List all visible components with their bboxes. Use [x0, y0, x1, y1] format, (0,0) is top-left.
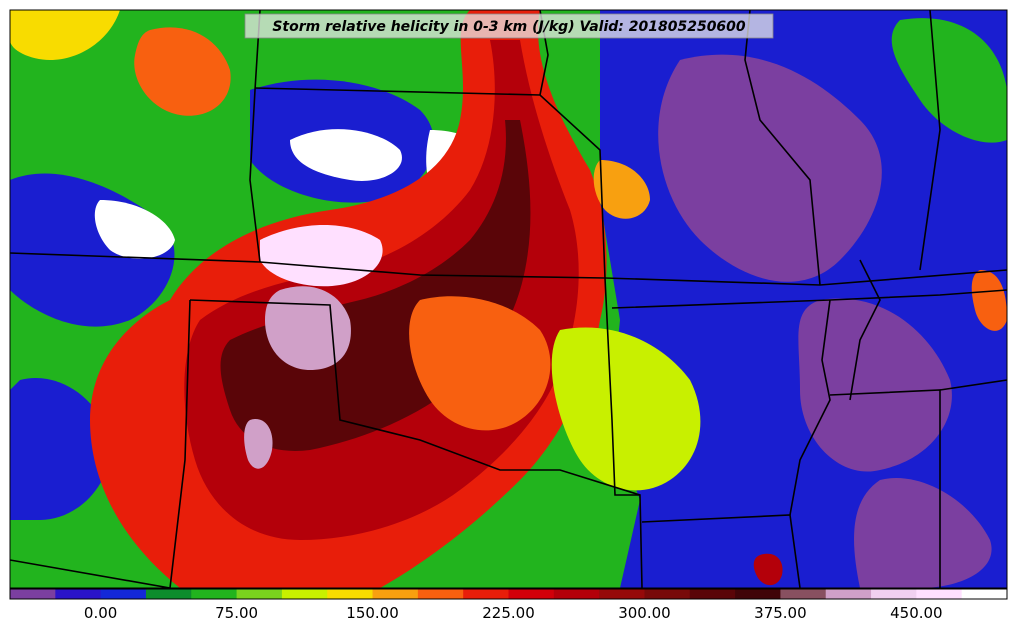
colorbar-frame [9, 588, 1008, 600]
colorbar-tick-label: 75.00 [215, 604, 258, 622]
colorbar-segment [735, 589, 781, 599]
state-boundaries [10, 10, 1007, 588]
colorbar-tick-label: 300.00 [618, 604, 671, 622]
colorbar-tick-label: 375.00 [754, 604, 807, 622]
colorbar-segment [372, 589, 419, 599]
colorbar-segment [417, 589, 464, 599]
colorbar-segment [281, 589, 328, 599]
colorbar-segment [780, 589, 827, 599]
colorbar-tick-label: 225.00 [482, 604, 535, 622]
map-title-box: Storm relative helicity in 0-3 km (J/kg)… [244, 13, 774, 39]
colorbar-tick-label: 150.00 [346, 604, 399, 622]
colorbar-segment [689, 589, 736, 599]
colorbar-segment [327, 589, 374, 599]
colorbar-segment [10, 589, 56, 599]
map-title: Storm relative helicity in 0-3 km (J/kg)… [272, 19, 746, 35]
colorbar-segment [508, 589, 555, 599]
colorbar-segment [191, 589, 238, 599]
colorbar-segment [644, 589, 691, 599]
colorbar-segment [463, 589, 509, 599]
colorbar-segment [871, 589, 917, 599]
colorbar-tick-label: 0.00 [84, 604, 117, 622]
colorbar-segment [916, 589, 963, 599]
colorbar-segment [55, 589, 102, 599]
colorbar-segment [236, 589, 283, 599]
map-field [10, 10, 1007, 588]
colorbar [9, 588, 1008, 600]
colorbar-segment [599, 589, 645, 599]
colorbar-segment [553, 589, 600, 599]
map-frame [9, 9, 1008, 589]
colorbar-segment [825, 589, 872, 599]
colorbar-segment [145, 589, 192, 599]
colorbar-segment [100, 589, 147, 599]
colorbar-ticks: 0.0075.00150.00225.00300.00375.00450.005… [84, 604, 943, 622]
colorbar-segment [961, 589, 1008, 599]
colorbar-tick-label: 450.00 [890, 604, 943, 622]
